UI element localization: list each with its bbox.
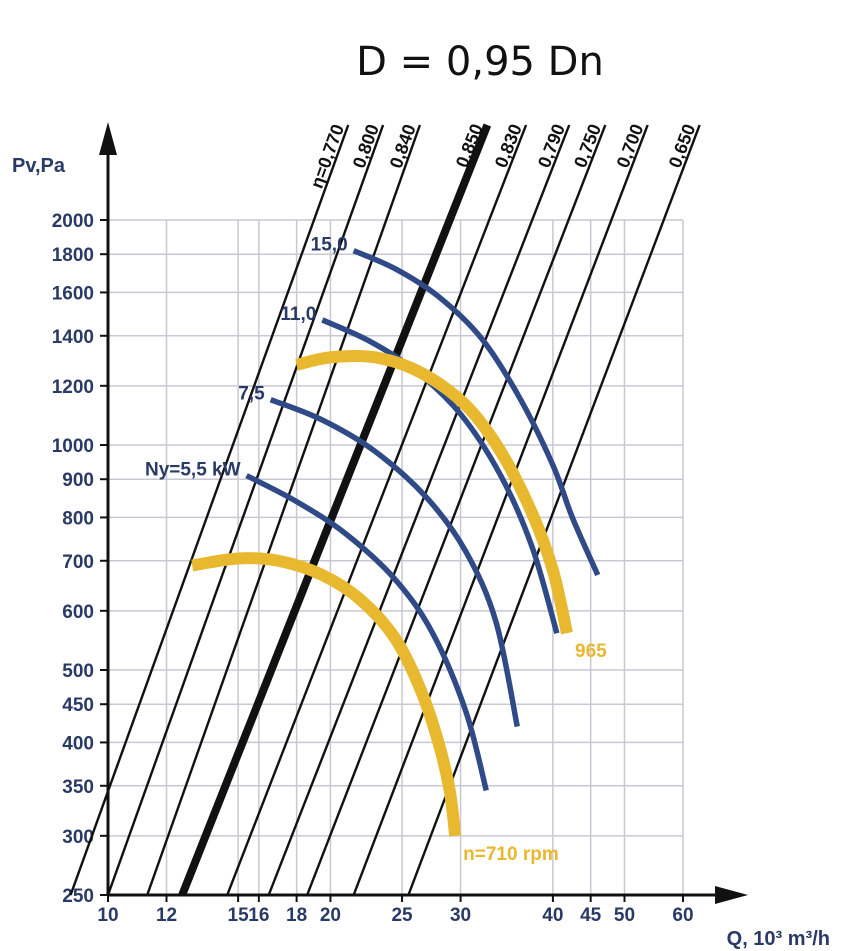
power-curve-label: 15,0 bbox=[311, 235, 348, 256]
x-axis-arrow bbox=[715, 886, 748, 904]
x-tick-label: 16 bbox=[248, 905, 269, 926]
power-curve-label: 7,5 bbox=[238, 384, 265, 405]
x-tick-label: 20 bbox=[320, 905, 341, 926]
y-tick-label: 1400 bbox=[52, 327, 94, 348]
efficiency-label: 0,650 bbox=[665, 121, 700, 170]
efficiency-label: 0,800 bbox=[349, 122, 383, 171]
y-tick-label: 350 bbox=[62, 777, 94, 798]
rpm-curve bbox=[295, 349, 573, 635]
efficiency-line bbox=[352, 124, 649, 896]
efficiency-line bbox=[267, 124, 571, 896]
efficiency-label: 0,830 bbox=[491, 121, 526, 170]
efficiency-line bbox=[146, 124, 422, 896]
efficiency-line bbox=[69, 124, 350, 896]
y-tick-label: 400 bbox=[62, 733, 94, 754]
y-tick-label: 2000 bbox=[52, 211, 94, 232]
efficiency-label: 0,700 bbox=[613, 121, 648, 170]
y-axis-arrow bbox=[99, 122, 117, 155]
efficiency-line bbox=[106, 124, 385, 896]
power-curve-label: Ny=5,5 kW bbox=[145, 460, 241, 481]
y-tick-label: 700 bbox=[62, 552, 94, 573]
power-curve bbox=[352, 248, 601, 577]
efficiency-label: 0,750 bbox=[570, 121, 605, 170]
x-tick-label: 50 bbox=[614, 905, 635, 926]
efficiency-line bbox=[306, 124, 607, 896]
efficiency-line bbox=[226, 124, 528, 896]
curves bbox=[191, 248, 601, 837]
x-tick-label: 18 bbox=[286, 905, 307, 926]
rpm-curve bbox=[191, 552, 462, 837]
axes: 250 300 350 400 450 500 600 700 800 900 1000 1200 14… bbox=[12, 122, 830, 950]
y-tick-label: 250 bbox=[62, 886, 94, 907]
efficiency-label: 0,840 bbox=[386, 122, 420, 171]
y-tick-label: 600 bbox=[62, 602, 94, 623]
power-curve bbox=[245, 473, 489, 792]
x-tick-label: 10 bbox=[97, 905, 118, 926]
y-tick-label: 1200 bbox=[52, 377, 94, 398]
y-tick-label: 800 bbox=[62, 508, 94, 529]
x-tick-label: 25 bbox=[391, 905, 413, 926]
y-tick-label: 500 bbox=[62, 661, 94, 682]
x-axis-title: Q, 10³ m³/h bbox=[727, 928, 830, 950]
y-tick-label: 1800 bbox=[52, 245, 94, 266]
y-tick-label: 450 bbox=[62, 695, 94, 716]
rpm-curve-label: 965 bbox=[575, 641, 607, 662]
efficiency-label: η=0,770 bbox=[307, 122, 348, 191]
chart-title: D = 0,95 Dn bbox=[356, 39, 604, 85]
power-curve-label: 11,0 bbox=[280, 304, 316, 325]
x-tick-label: 45 bbox=[580, 905, 602, 926]
grid bbox=[107, 219, 684, 896]
power-curve bbox=[321, 317, 560, 634]
efficiency-line bbox=[178, 123, 492, 897]
y-tick-label: 900 bbox=[62, 470, 94, 491]
power-curve bbox=[269, 397, 520, 728]
y-tick-label: 1600 bbox=[52, 283, 94, 304]
efficiency-label: 0,790 bbox=[534, 121, 569, 170]
x-tick-label: 30 bbox=[450, 905, 471, 926]
labels: Ny=5,5 kW 7,5 11,0 15,0 965 n=710 rpm bbox=[145, 235, 607, 865]
x-tick-label: 60 bbox=[672, 905, 693, 926]
x-tick-label: 12 bbox=[156, 905, 177, 926]
rpm-curve-label: n=710 rpm bbox=[463, 844, 559, 865]
y-tick-label: 300 bbox=[62, 827, 94, 848]
efficiency-line bbox=[407, 124, 701, 896]
efficiency-lines: η=0,770 0,800 0,840 0,850 0,830 0,790 0,750 0,7… bbox=[69, 121, 701, 897]
y-tick-label: 1000 bbox=[52, 436, 94, 457]
y-axis-title: Pv,Pa bbox=[12, 155, 66, 177]
x-tick-label: 15 bbox=[228, 905, 250, 926]
x-tick-label: 40 bbox=[542, 905, 563, 926]
